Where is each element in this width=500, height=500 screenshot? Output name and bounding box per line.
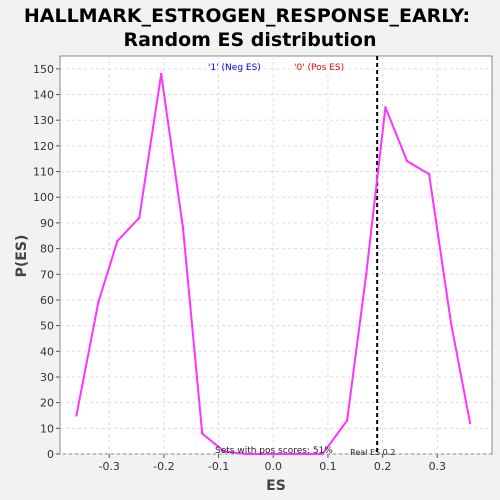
series-point	[384, 106, 387, 109]
chart-title-line1: HALLMARK_ESTROGEN_RESPONSE_EARLY:	[24, 5, 470, 27]
series-points	[75, 72, 472, 456]
series-point	[200, 432, 204, 435]
x-tick-label: 0.0	[265, 460, 283, 473]
y-tick-label: 130	[33, 114, 54, 127]
y-tick-label: 120	[33, 140, 54, 153]
series-point	[222, 450, 226, 453]
series-point	[138, 216, 141, 219]
x-tick-label: 0.3	[429, 460, 447, 473]
series-point	[159, 72, 163, 76]
y-tick-label: 110	[33, 166, 54, 179]
series-point	[97, 301, 100, 304]
chart-title-line2: Random ES distribution	[123, 29, 376, 51]
x-tick-label: -0.1	[208, 460, 229, 473]
pos-scores-note: Sets with pos scores: 51%	[215, 446, 333, 456]
y-tick-label: 70	[40, 268, 54, 281]
y-tick-label: 100	[33, 191, 54, 204]
series-point	[272, 452, 275, 456]
y-tick-label: 0	[47, 448, 54, 461]
x-tick-label: 0.2	[374, 460, 392, 473]
x-axis-label: ES	[266, 478, 286, 494]
x-tick-label: -0.2	[153, 460, 174, 473]
x-axis: -0.3 -0.2 -0.1 0.0 0.1 0.2 0.3	[98, 454, 446, 473]
y-tick-label: 60	[40, 294, 54, 307]
series-point	[345, 419, 349, 422]
series-point	[427, 172, 431, 176]
y-axis-label: P(ES)	[14, 235, 30, 278]
y-tick-label: 150	[33, 63, 54, 76]
series-point	[468, 421, 472, 425]
y-tick-label: 90	[40, 217, 54, 230]
y-axis: 0 10 20 30 40 50 60 70 80 90 100 110 120 130 140 150	[33, 63, 60, 461]
y-tick-label: 20	[40, 397, 54, 410]
y-tick-label: 80	[40, 243, 54, 256]
y-tick-label: 30	[40, 371, 54, 384]
real-es-label: Real ES 0.2	[350, 448, 395, 457]
x-tick-label: -0.3	[98, 460, 119, 473]
series-point	[299, 452, 302, 456]
legend-pos-es: '0' (Pos ES)	[294, 63, 344, 73]
series-point	[406, 160, 409, 163]
x-tick-label: 0.1	[319, 460, 337, 473]
y-tick-label: 40	[40, 345, 54, 358]
series-point	[321, 452, 324, 456]
y-tick-label: 140	[33, 89, 54, 102]
series-point	[365, 273, 368, 276]
y-tick-label: 10	[40, 422, 54, 435]
series-point	[244, 452, 248, 456]
series-point	[116, 239, 119, 243]
series-point	[449, 321, 453, 325]
y-tick-label: 50	[40, 320, 54, 333]
series-point	[75, 414, 78, 417]
series-point	[181, 226, 185, 230]
plot-area	[59, 55, 493, 455]
legend-neg-es: '1' (Neg ES)	[208, 63, 261, 73]
grid-lines	[60, 56, 492, 455]
